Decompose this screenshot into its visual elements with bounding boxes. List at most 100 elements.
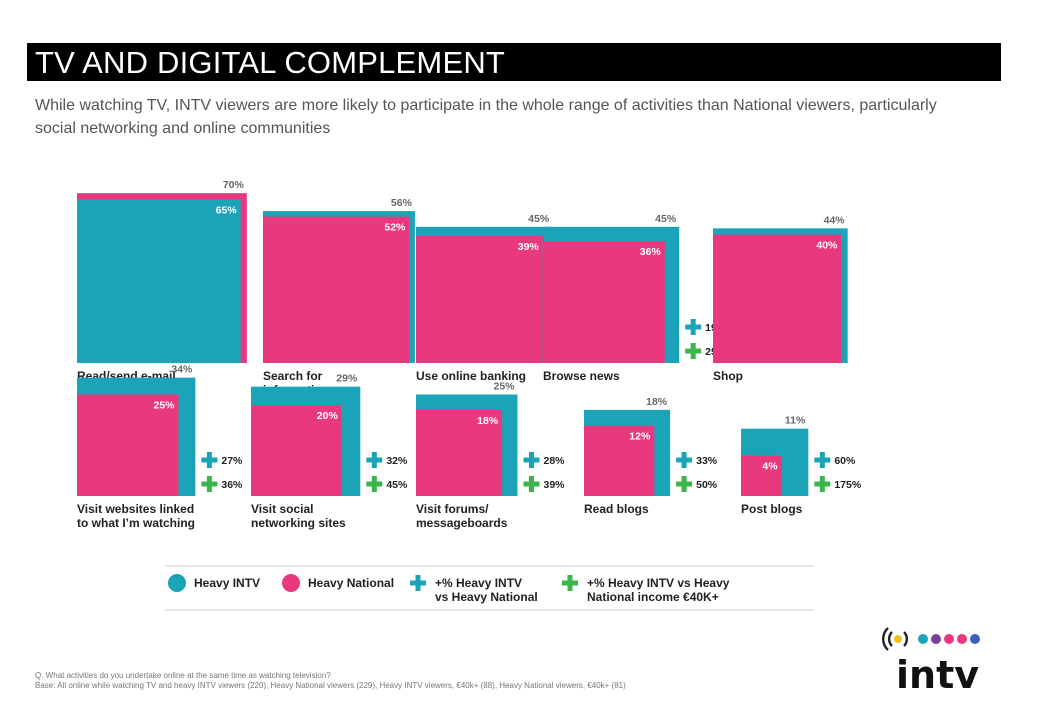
tile-3-inner-value: 39% bbox=[518, 241, 540, 253]
tile-8-inner-value: 18% bbox=[477, 415, 499, 427]
plus-horizontal bbox=[562, 580, 578, 586]
legend-label: vs Heavy National bbox=[435, 590, 538, 604]
tile-8-category-label: Visit forums/ bbox=[416, 502, 489, 516]
tile-4-outer-value: 45% bbox=[655, 213, 677, 225]
tile-8-plus-income-value: 39% bbox=[544, 479, 566, 491]
legend-plus-icon bbox=[562, 575, 578, 591]
tile-9-inner-value: 12% bbox=[629, 431, 651, 443]
tile-5-outer-value: 44% bbox=[824, 214, 846, 226]
logo-dot bbox=[944, 634, 954, 644]
tile-6-category-label: to what I’m watching bbox=[77, 516, 195, 530]
plus-horizontal bbox=[366, 481, 383, 487]
tile-5-inner-value: 40% bbox=[816, 240, 838, 252]
tile-2-inner-square bbox=[263, 216, 410, 363]
tile-8-inner-square bbox=[416, 409, 503, 496]
tile-6-outer-value: 34% bbox=[171, 364, 193, 376]
tile-4-inner-square bbox=[543, 241, 665, 363]
legend-swatch-circle bbox=[168, 574, 186, 592]
tile-4-inner-value: 36% bbox=[640, 246, 662, 258]
plus-intv-vs-national-icon bbox=[685, 319, 702, 335]
legend-label: National income €40K+ bbox=[587, 590, 719, 604]
tile-5-category-label: Shop bbox=[713, 369, 743, 383]
plus-income-icon bbox=[201, 476, 218, 492]
plus-horizontal bbox=[814, 457, 831, 463]
footnote-base: Base: All online while watching TV and h… bbox=[35, 681, 626, 690]
plus-income-icon bbox=[814, 476, 831, 492]
footnote-question: Q. What activities do you undertake onli… bbox=[35, 671, 331, 680]
plus-income-icon bbox=[366, 476, 383, 492]
plus-horizontal bbox=[201, 457, 218, 463]
plus-horizontal bbox=[410, 580, 426, 586]
tile-6-plus-national-value: 27% bbox=[221, 455, 243, 467]
logo-dot bbox=[957, 634, 967, 644]
tile-7-plus-income-value: 45% bbox=[386, 479, 408, 491]
tile-1-inner-square bbox=[77, 199, 241, 363]
tile-7-category-label: networking sites bbox=[251, 516, 346, 530]
plus-horizontal bbox=[523, 481, 540, 487]
tile-9-outer-value: 18% bbox=[646, 396, 668, 408]
legend-swatch-circle bbox=[282, 574, 300, 592]
plus-horizontal bbox=[685, 324, 702, 330]
tile-3-category-label: Use online banking bbox=[416, 369, 526, 383]
logo-wordmark: intv bbox=[896, 653, 979, 694]
tile-6-category-label: Visit websites linked bbox=[77, 502, 194, 516]
plus-income-icon bbox=[685, 343, 702, 359]
tile-1-inner-value: 65% bbox=[216, 204, 238, 216]
tile-2-outer-value: 56% bbox=[391, 197, 413, 209]
intv-logo: intv bbox=[882, 627, 980, 694]
tile-4-category-label: Browse news bbox=[543, 369, 620, 383]
tile-9-category-label: Read blogs bbox=[584, 502, 649, 516]
legend-label: Heavy INTV bbox=[194, 576, 260, 590]
tile-7-category-label: Visit social bbox=[251, 502, 313, 516]
logo-dot bbox=[918, 634, 928, 644]
tile-10-inner-square bbox=[741, 455, 782, 496]
logo-dot bbox=[931, 634, 941, 644]
tile-10-category-label: Post blogs bbox=[741, 502, 803, 516]
plus-income-icon bbox=[676, 476, 693, 492]
tile-1-outer-value: 70% bbox=[223, 179, 245, 191]
tile-2-inner-value: 52% bbox=[384, 222, 406, 234]
tile-8-category-label: messageboards bbox=[416, 516, 508, 530]
broadcast-icon bbox=[882, 627, 909, 651]
legend-label: Heavy National bbox=[308, 576, 394, 590]
plus-horizontal bbox=[201, 481, 218, 487]
tile-6-inner-square bbox=[77, 394, 179, 496]
legend-plus-icon bbox=[410, 575, 426, 591]
tile-5-inner-square bbox=[713, 234, 842, 363]
tile-6-inner-value: 25% bbox=[153, 400, 175, 412]
footnote: Q. What activities do you undertake onli… bbox=[35, 671, 626, 691]
page-subtitle: While watching TV, INTV viewers are more… bbox=[35, 97, 937, 137]
legend-label: +% Heavy INTV bbox=[435, 576, 522, 590]
tile-2-category-label: Search for bbox=[263, 369, 323, 383]
plus-horizontal bbox=[366, 457, 383, 463]
tile-10-plus-income-value: 175% bbox=[834, 479, 862, 491]
plus-horizontal bbox=[685, 348, 702, 354]
tile-7-inner-square bbox=[251, 405, 342, 496]
plus-intv-vs-national-icon bbox=[201, 452, 218, 468]
plus-intv-vs-national-icon bbox=[523, 452, 540, 468]
tile-7-outer-value: 29% bbox=[336, 373, 358, 385]
plus-horizontal bbox=[814, 481, 831, 487]
tile-9-inner-square bbox=[584, 425, 655, 496]
tile-7-inner-value: 20% bbox=[317, 410, 339, 422]
plus-intv-vs-national-icon bbox=[366, 452, 383, 468]
tile-10-plus-national-value: 60% bbox=[834, 455, 856, 467]
logo-dots bbox=[918, 634, 980, 644]
tile-6-plus-income-value: 36% bbox=[221, 479, 243, 491]
plus-horizontal bbox=[676, 457, 693, 463]
plus-intv-vs-national-icon bbox=[676, 452, 693, 468]
plus-income-icon bbox=[523, 476, 540, 492]
plus-intv-vs-national-icon bbox=[814, 452, 831, 468]
page-title: TV AND DIGITAL COMPLEMENT bbox=[35, 45, 506, 80]
tile-9-plus-income-value: 50% bbox=[696, 479, 718, 491]
tile-3-outer-value: 45% bbox=[528, 213, 550, 225]
tile-10-outer-value: 11% bbox=[785, 415, 806, 427]
title-bar bbox=[27, 43, 1001, 81]
tile-10-inner-value: 4% bbox=[762, 460, 778, 472]
legend-label: +% Heavy INTV vs Heavy bbox=[587, 576, 730, 590]
tile-9-plus-national-value: 33% bbox=[696, 455, 718, 467]
tile-7-plus-national-value: 32% bbox=[386, 455, 408, 467]
plus-horizontal bbox=[523, 457, 540, 463]
logo-dot bbox=[970, 634, 980, 644]
